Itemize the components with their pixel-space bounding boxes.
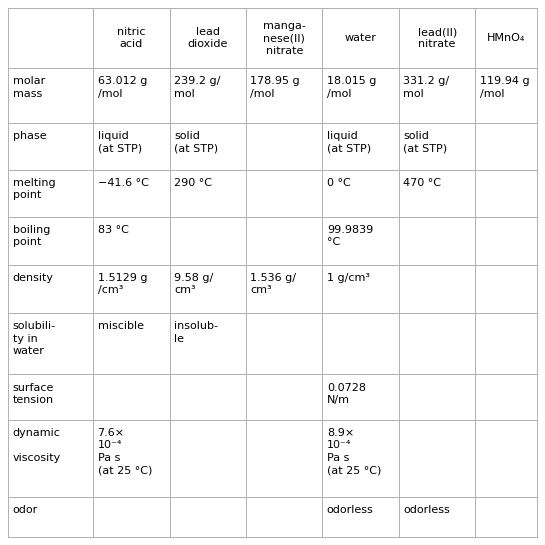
Text: HMnO₄: HMnO₄ bbox=[487, 33, 525, 43]
Text: solid
(at STP): solid (at STP) bbox=[403, 131, 447, 154]
Text: lead
dioxide: lead dioxide bbox=[187, 27, 228, 50]
Text: 1.5129 g
/cm³: 1.5129 g /cm³ bbox=[98, 273, 147, 295]
Text: −41.6 °C: −41.6 °C bbox=[98, 178, 148, 188]
Text: 9.58 g/
cm³: 9.58 g/ cm³ bbox=[174, 273, 213, 295]
Text: 63.012 g
/mol: 63.012 g /mol bbox=[98, 76, 147, 99]
Text: 7.6×
10⁻⁴
Pa s
(at 25 °C): 7.6× 10⁻⁴ Pa s (at 25 °C) bbox=[98, 428, 152, 475]
Text: nitric
acid: nitric acid bbox=[117, 27, 146, 50]
Text: 470 °C: 470 °C bbox=[403, 178, 441, 188]
Text: molar
mass: molar mass bbox=[13, 76, 45, 99]
Text: odorless: odorless bbox=[327, 505, 374, 515]
Text: 178.95 g
/mol: 178.95 g /mol bbox=[251, 76, 300, 99]
Text: solubili-
ty in
water: solubili- ty in water bbox=[13, 321, 56, 356]
Text: dynamic

viscosity: dynamic viscosity bbox=[13, 428, 61, 463]
Text: liquid
(at STP): liquid (at STP) bbox=[327, 131, 371, 154]
Text: 8.9×
10⁻⁴
Pa s
(at 25 °C): 8.9× 10⁻⁴ Pa s (at 25 °C) bbox=[327, 428, 381, 475]
Text: 0.0728
N/m: 0.0728 N/m bbox=[327, 383, 366, 405]
Text: liquid
(at STP): liquid (at STP) bbox=[98, 131, 142, 154]
Text: density: density bbox=[13, 273, 53, 283]
Text: water: water bbox=[345, 33, 377, 43]
Text: lead(II)
nitrate: lead(II) nitrate bbox=[417, 27, 457, 50]
Text: odor: odor bbox=[13, 505, 38, 515]
Text: insolub-
le: insolub- le bbox=[174, 321, 218, 343]
Text: 83 °C: 83 °C bbox=[98, 225, 129, 235]
Text: surface
tension: surface tension bbox=[13, 383, 54, 405]
Text: boiling
point: boiling point bbox=[13, 225, 50, 247]
Text: 331.2 g/
mol: 331.2 g/ mol bbox=[403, 76, 450, 99]
Text: 0 °C: 0 °C bbox=[327, 178, 350, 188]
Text: 290 °C: 290 °C bbox=[174, 178, 212, 188]
Text: manga-
nese(II)
nitrate: manga- nese(II) nitrate bbox=[263, 21, 306, 56]
Text: phase: phase bbox=[13, 131, 46, 141]
Text: 1 g/cm³: 1 g/cm³ bbox=[327, 273, 370, 283]
Text: solid
(at STP): solid (at STP) bbox=[174, 131, 218, 154]
Text: 119.94 g
/mol: 119.94 g /mol bbox=[480, 76, 529, 99]
Text: 99.9839
°C: 99.9839 °C bbox=[327, 225, 373, 247]
Text: odorless: odorless bbox=[403, 505, 450, 515]
Text: melting
point: melting point bbox=[13, 178, 55, 201]
Text: 1.536 g/
cm³: 1.536 g/ cm³ bbox=[251, 273, 296, 295]
Text: miscible: miscible bbox=[98, 321, 143, 331]
Text: 18.015 g
/mol: 18.015 g /mol bbox=[327, 76, 376, 99]
Text: 239.2 g/
mol: 239.2 g/ mol bbox=[174, 76, 220, 99]
